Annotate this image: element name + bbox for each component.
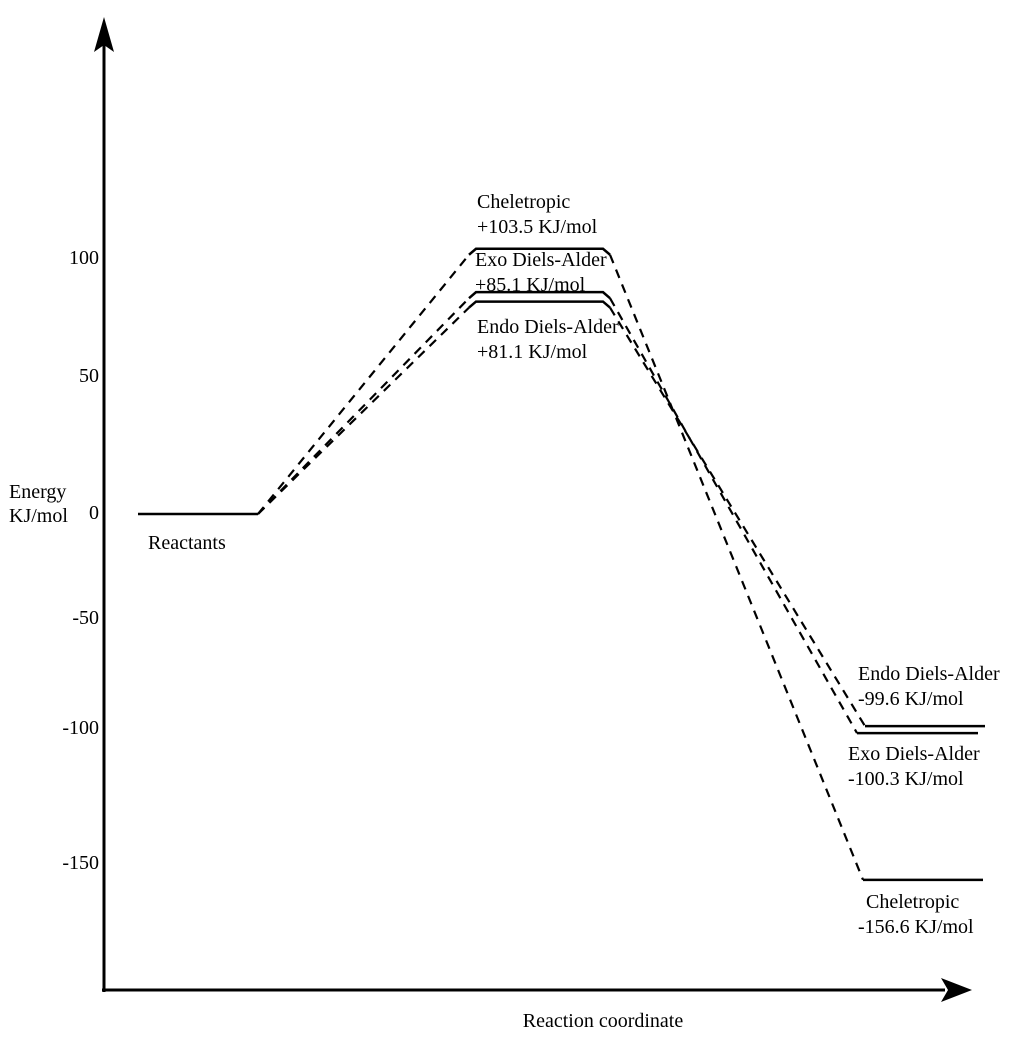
y-tick-neg50: -50 xyxy=(72,607,99,629)
product-label-endo-name: Endo Diels-Alder xyxy=(858,663,1000,685)
descent-path-cheletropic xyxy=(608,254,865,881)
activation-path-endo-diels-alder xyxy=(257,306,470,515)
y-axis-title-line2: KJ/mol xyxy=(9,505,68,527)
reactants-label: Reactants xyxy=(148,532,226,554)
transition-level-line-endo-diels-alder xyxy=(468,300,611,309)
activation-path-cheletropic xyxy=(257,254,470,515)
product-label-exo-value: -100.3 KJ/mol xyxy=(848,768,964,790)
y-tick-neg100: -100 xyxy=(62,717,99,739)
y-tick-0: 0 xyxy=(89,502,99,524)
product-label-cheletropic-value: -156.6 KJ/mol xyxy=(858,916,974,938)
y-tick-100: 100 xyxy=(69,247,99,269)
transition-label-endo-value: +81.1 KJ/mol xyxy=(477,341,588,363)
descent-path-endo-diels-alder xyxy=(609,307,866,727)
x-axis-arrow-icon xyxy=(941,978,972,1002)
product-label-endo-value: -99.6 KJ/mol xyxy=(858,688,964,710)
y-tick-50: 50 xyxy=(79,365,99,387)
descent-path-exo-diels-alder xyxy=(609,297,858,734)
transition-label-exo-name: Exo Diels-Alder xyxy=(475,249,607,271)
product-label-exo-name: Exo Diels-Alder xyxy=(848,743,980,765)
transition-label-endo-name: Endo Diels-Alder xyxy=(477,316,619,338)
transition-label-exo-value: +85.1 KJ/mol xyxy=(475,274,586,296)
product-label-cheletropic-name: Cheletropic xyxy=(866,891,959,913)
transition-label-cheletropic-value: +103.5 KJ/mol xyxy=(477,216,598,238)
y-tick-neg150: -150 xyxy=(62,852,99,874)
transition-label-cheletropic-name: Cheletropic xyxy=(477,191,570,213)
x-axis-title: Reaction coordinate xyxy=(523,1010,684,1032)
y-axis-arrow-icon xyxy=(94,17,114,52)
reaction-path-lines xyxy=(138,247,985,882)
y-axis-title-line1: Energy xyxy=(9,481,66,503)
transition-level-line-exo-diels-alder xyxy=(468,290,611,300)
activation-path-exo-diels-alder xyxy=(257,297,470,515)
transition-level-line-cheletropic xyxy=(468,247,611,256)
